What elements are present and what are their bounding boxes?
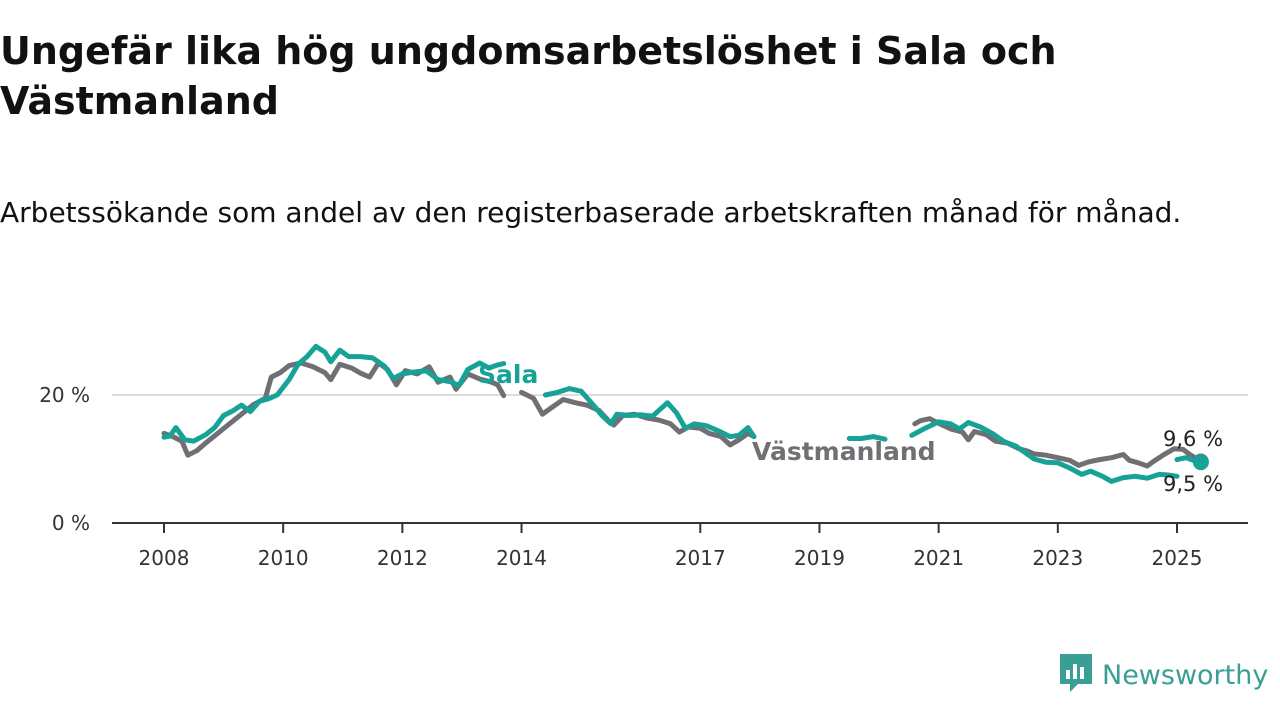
brand-name: Newsworthy <box>1102 659 1269 691</box>
y-axis: 0 % 20 % <box>39 383 90 535</box>
series-end-point-sala <box>1192 454 1209 471</box>
newsworthy-logo-icon <box>1058 652 1094 698</box>
end-value-label-sala: 9,5 % <box>1163 472 1223 496</box>
series-label-sala: Sala <box>478 360 538 389</box>
x-tick-label: 2019 <box>794 546 845 570</box>
chart-title: Ungefär lika hög ungdomsarbetslöshet i S… <box>0 29 1057 123</box>
series-line-västmanland-segment-1 <box>519 389 757 448</box>
x-tick-label: 2021 <box>913 546 964 570</box>
x-tick-label: 2014 <box>496 546 547 570</box>
chart-subtitle: Arbetssökande som andel av den registerb… <box>0 196 1182 229</box>
series-line-västmanland-segment-2 <box>912 416 1204 469</box>
x-tick-label: 2008 <box>139 546 190 570</box>
newsworthy-brand: Newsworthy <box>1058 654 1268 696</box>
series-line-västmanland-segment-0 <box>161 360 507 458</box>
y-tick-label: 20 % <box>39 383 90 407</box>
x-tick-label: 2023 <box>1032 546 1083 570</box>
series-labels: Sala Västmanland 9,6 % 9,5 % <box>478 360 1223 496</box>
line-chart: 0 % 20 % 2008 2010 2012 2014 2017 2019 2021 2023… <box>39 343 1248 570</box>
y-tick-label: 0 % <box>52 511 90 535</box>
x-tick-label: 2025 <box>1152 546 1203 570</box>
series-line-sala-segment-1 <box>542 386 757 440</box>
x-tick-label: 2017 <box>675 546 726 570</box>
series-label-vastmanland: Västmanland <box>752 437 936 466</box>
series-lines <box>161 343 1209 484</box>
end-value-label-vastmanland: 9,6 % <box>1163 427 1223 451</box>
series-line-sala-segment-0 <box>161 343 507 444</box>
series-line-sala-segment-2 <box>846 434 888 442</box>
series-line-sala-segment-3 <box>909 419 1180 484</box>
x-axis: 2008 2010 2012 2014 2017 2019 2021 2023 2025 <box>112 522 1248 570</box>
x-tick-label: 2010 <box>258 546 309 570</box>
x-tick-label: 2012 <box>377 546 428 570</box>
